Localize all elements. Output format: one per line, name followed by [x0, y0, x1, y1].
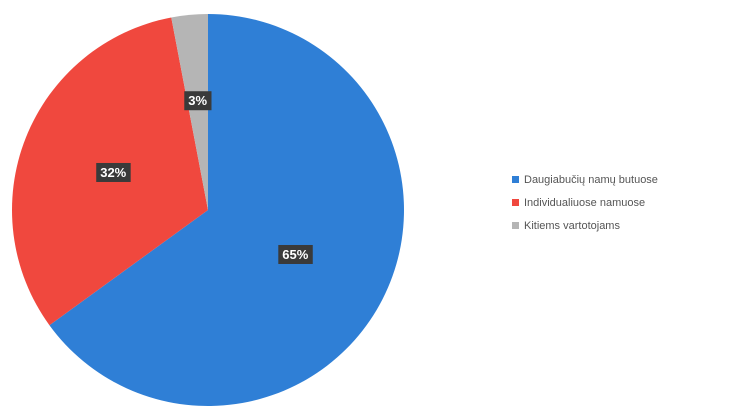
legend-label-individual-houses: Individualiuose namuose [524, 196, 646, 209]
data-label-apartments: 65% [278, 244, 313, 264]
data-label-apartments-text: 65% [282, 247, 308, 262]
data-label-other-consumers-text: 3% [188, 93, 207, 108]
legend-item-apartments: Daugiabučių namų butuose [512, 168, 658, 191]
data-label-individual-houses-box [96, 162, 131, 182]
legend-label-other-consumers: Kitiems vartotojams [524, 219, 620, 232]
legend-item-individual-houses: Individualiuose namuose [512, 191, 658, 214]
legend-swatch-other-consumers [512, 222, 519, 229]
data-label-individual-houses-text: 32% [100, 165, 126, 180]
legend-swatch-apartments [512, 176, 519, 183]
chart-legend: Daugiabučių namų butuose Individualiuose… [512, 168, 658, 237]
legend-label-apartments: Daugiabučių namų butuose [524, 173, 658, 186]
legend-swatch-individual-houses [512, 199, 519, 206]
pie-slice-apartments [49, 14, 404, 406]
data-label-other-consumers: 3% [184, 91, 212, 111]
data-label-apartments-box [278, 244, 313, 264]
data-label-other-consumers-box [184, 91, 212, 111]
legend-item-other-consumers: Kitiems vartotojams [512, 214, 658, 237]
pie-slice-other-consumers [171, 14, 208, 210]
pie-data-labels: 65% 32% 3% [96, 91, 313, 264]
data-label-individual-houses: 32% [96, 162, 131, 182]
pie-slices [11, 14, 404, 406]
